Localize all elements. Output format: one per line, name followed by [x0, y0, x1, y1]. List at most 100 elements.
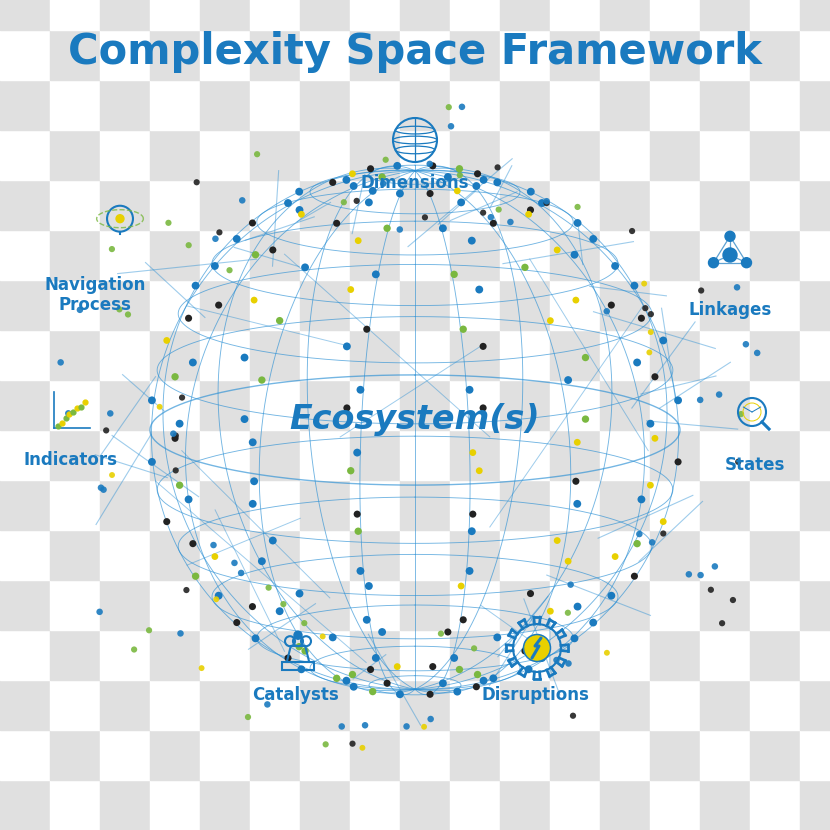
Bar [550, 630, 600, 680]
Bar [0, 330, 50, 380]
Point [451, 685, 464, 698]
Bar [700, 630, 750, 680]
Point [453, 168, 466, 182]
Bar [700, 30, 750, 80]
Point [704, 583, 717, 597]
Bar [0, 280, 50, 330]
Bar [200, 130, 250, 180]
Point [476, 339, 490, 353]
Point [223, 264, 237, 277]
Bar [100, 180, 150, 230]
Bar [550, 680, 600, 730]
Bar [400, 0, 450, 30]
Bar [550, 480, 600, 530]
Point [230, 616, 243, 629]
Point [380, 222, 393, 235]
Bar [650, 630, 700, 680]
Text: Linkages: Linkages [688, 301, 772, 319]
Bar [0, 630, 50, 680]
Bar [0, 180, 50, 230]
Bar [450, 530, 500, 580]
Bar [600, 330, 650, 380]
Bar [350, 580, 400, 630]
Bar [750, 330, 800, 380]
Bar [150, 680, 200, 730]
Bar [800, 230, 830, 280]
Point [587, 616, 600, 629]
Point [364, 162, 377, 175]
Point [246, 600, 259, 613]
Point [347, 179, 360, 193]
Point [463, 564, 476, 578]
Bar [300, 580, 350, 630]
Bar [150, 380, 200, 430]
Bar [550, 530, 600, 580]
Bar [450, 780, 500, 830]
Bar [282, 662, 314, 670]
Bar [400, 530, 450, 580]
Bar [150, 480, 200, 530]
Point [694, 569, 707, 582]
Point [246, 436, 259, 449]
Bar [350, 180, 400, 230]
Point [299, 644, 312, 657]
Bar [400, 230, 450, 280]
Bar [750, 180, 800, 230]
Point [522, 662, 535, 676]
Point [299, 261, 312, 274]
Point [362, 196, 375, 209]
Bar [300, 530, 350, 580]
Point [319, 738, 332, 751]
Bar [600, 230, 650, 280]
Point [330, 217, 344, 230]
Point [571, 497, 584, 510]
Point [173, 627, 187, 640]
Point [380, 676, 393, 690]
Point [627, 279, 641, 292]
Point [712, 388, 725, 401]
Bar [300, 480, 350, 530]
Point [350, 446, 364, 459]
Point [491, 176, 504, 189]
Bar [0, 530, 50, 580]
Bar [100, 130, 150, 180]
Bar [300, 380, 350, 430]
Bar [650, 730, 700, 780]
Point [568, 632, 581, 645]
Point [457, 613, 470, 627]
Bar [600, 780, 650, 830]
Point [61, 407, 75, 420]
Bar [800, 180, 830, 230]
Bar [300, 680, 350, 730]
Point [75, 400, 88, 413]
Point [335, 720, 349, 733]
Bar [600, 530, 650, 580]
Bar [500, 580, 550, 630]
Bar [150, 80, 200, 130]
Text: Complexity Space Framework: Complexity Space Framework [68, 31, 762, 73]
Point [251, 148, 264, 161]
Bar [550, 730, 600, 780]
Bar [50, 280, 100, 330]
Point [632, 527, 646, 540]
Bar [100, 80, 150, 130]
Bar [50, 480, 100, 530]
Bar [250, 180, 300, 230]
Point [424, 712, 437, 725]
Point [339, 674, 353, 687]
Point [695, 284, 708, 297]
Point [369, 268, 383, 281]
Bar [0, 0, 50, 30]
Point [605, 299, 618, 312]
Bar [250, 130, 300, 180]
Bar [50, 80, 100, 130]
Bar [400, 380, 450, 430]
Point [569, 475, 583, 488]
Point [638, 301, 652, 315]
Bar [500, 430, 550, 480]
Bar [500, 80, 550, 130]
Point [293, 587, 306, 600]
Bar [500, 230, 550, 280]
Bar [500, 0, 550, 30]
Point [330, 671, 344, 685]
